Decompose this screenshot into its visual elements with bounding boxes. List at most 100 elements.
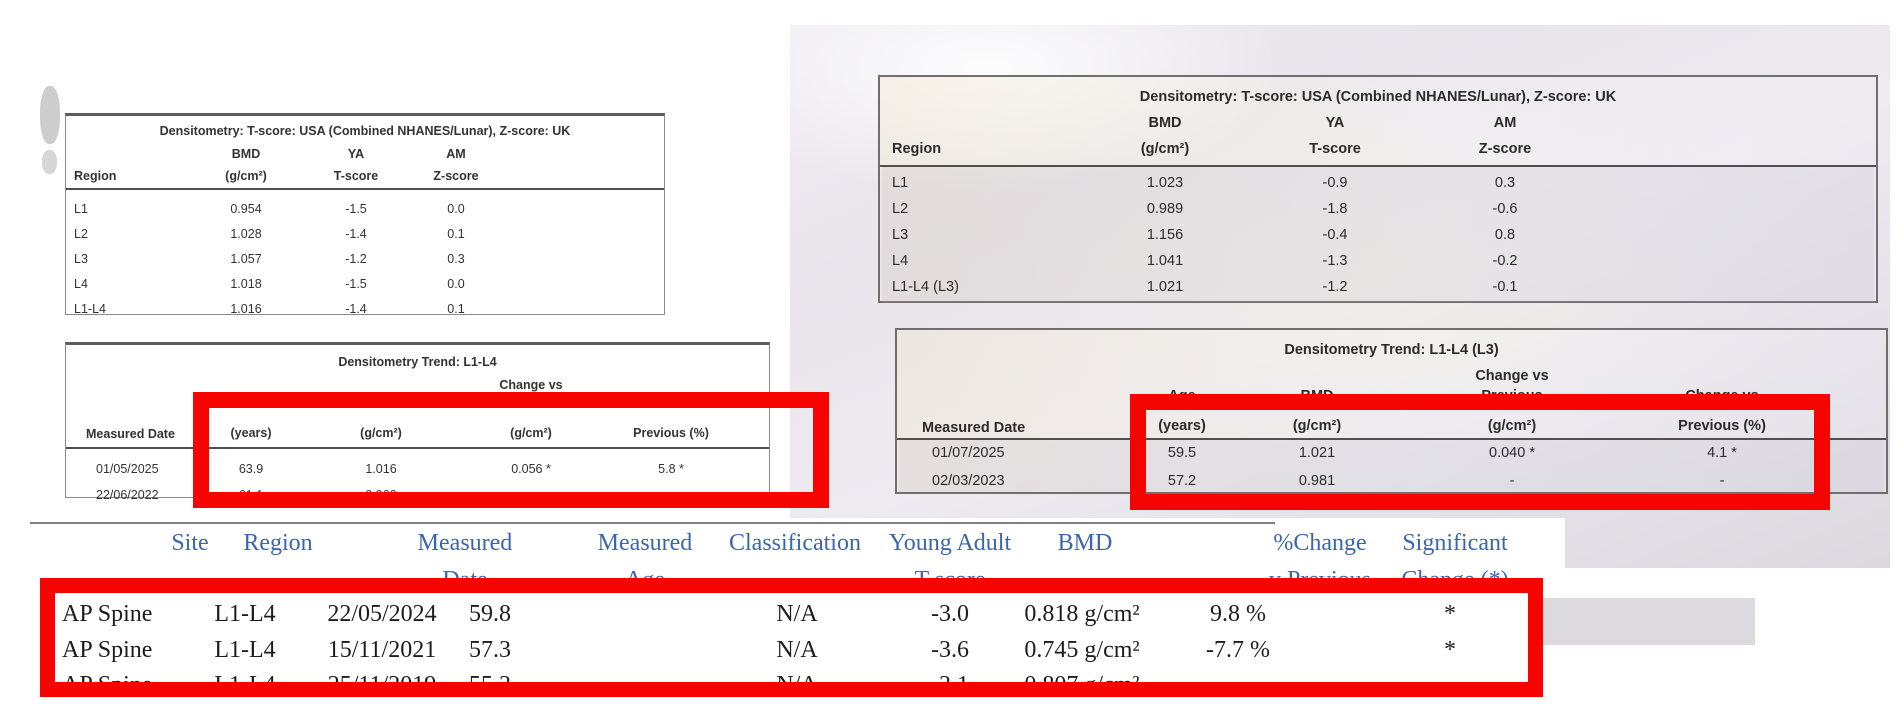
- cell-date: 22/06/2022: [96, 488, 159, 502]
- header-rule: [66, 188, 664, 190]
- table-top-rule: [30, 522, 1275, 524]
- col-header-measured-date: Measured Date: [922, 420, 1026, 436]
- cell-pct-change: 9.8 %: [1210, 601, 1266, 627]
- table-row: L1-L4 1.016 -1.4 0.1: [66, 301, 664, 318]
- spacer: [1590, 141, 1880, 158]
- table-row: 02/03/2023 57.2 0.981 - -: [897, 473, 1886, 490]
- cell-zscore: 0.3: [447, 252, 465, 266]
- col-header-bmd: BMD: [1148, 115, 1182, 131]
- cell-change: 0.040 *: [1489, 445, 1535, 461]
- cell-region: L4: [74, 277, 88, 291]
- photo-edge-strip: [1543, 598, 1755, 645]
- cell-tscore: -0.9: [1322, 175, 1348, 191]
- cell-bmd: 1.018: [230, 277, 262, 291]
- col-header-bmd-unit: (g/cm²): [1140, 141, 1190, 157]
- column-header-row: Region (g/cm²) T-score Z-score: [880, 141, 1876, 158]
- cell-classification: N/A: [776, 637, 818, 663]
- cell-previous: 5.8 *: [658, 462, 684, 476]
- spacer: [516, 301, 666, 318]
- col-header-region: Region: [892, 141, 942, 157]
- col-header-tscore: T-score: [333, 169, 379, 183]
- row-shading: [882, 167, 1874, 302]
- col-header-bmd: BMD: [231, 147, 261, 161]
- cell-significant: *: [1444, 601, 1456, 627]
- paper-edge-smudge: [42, 150, 57, 174]
- col-header-bmd-unit: (g/cm²): [360, 426, 402, 440]
- cell-bmd: 1.021: [1146, 279, 1184, 295]
- col-header-previous: Previous (%): [633, 426, 709, 440]
- cell-previous: -: [1719, 473, 1725, 489]
- col-header-bmd-unit: (g/cm²): [225, 169, 267, 183]
- col-header-site: Site: [171, 530, 209, 556]
- cell-change: -: [1509, 473, 1515, 489]
- cell-zscore: -0.6: [1492, 201, 1518, 217]
- cell-date: 01/07/2025: [932, 445, 1005, 461]
- cell-zscore: -0.1: [1492, 279, 1518, 295]
- highlight-box-right: [1130, 394, 1830, 510]
- cell-bmd: 0.954: [230, 202, 262, 216]
- cell-date: 01/05/2025: [96, 462, 159, 476]
- spacer: [516, 251, 666, 268]
- cell-bmd: 0.989: [1146, 201, 1184, 217]
- cell-tscore: -3.6: [931, 637, 969, 663]
- cell-region: L3: [892, 227, 909, 243]
- right-densitometry-table: Densitometry: T-score: USA (Combined NHA…: [878, 75, 1878, 303]
- col-header-am: AM: [446, 147, 466, 161]
- col-header-measured-date: Measured Date: [86, 427, 175, 441]
- column-header-row: Region (g/cm²) T-score Z-score: [66, 168, 664, 185]
- spacer: [1590, 253, 1880, 270]
- cell-date: 22/05/2024: [327, 601, 437, 627]
- col-header-measured-age: Measured: [597, 530, 693, 556]
- col-header-pct-change: %Change: [1273, 530, 1367, 556]
- cell-region: L2: [74, 227, 88, 241]
- col-header-bmd: BMD: [1057, 530, 1113, 556]
- col-header-zscore: Z-score: [1478, 141, 1532, 157]
- cell-tscore: -1.3: [1322, 253, 1348, 269]
- col-header-bmd-unit: (g/cm²): [1292, 418, 1342, 434]
- table-title: Densitometry: T-score: USA (Combined NHA…: [159, 124, 571, 138]
- col-header-change-unit: (g/cm²): [510, 426, 552, 440]
- spacer: [66, 146, 176, 163]
- col-header-age-unit: (years): [1158, 418, 1206, 434]
- cell-zscore: 0.3: [1494, 175, 1516, 191]
- spacer: [1590, 279, 1880, 296]
- col-header-region: Region: [74, 169, 117, 183]
- cell-region: L2: [892, 201, 909, 217]
- col-header-tscore: T-score: [1309, 141, 1361, 157]
- table-row: L2 1.028 -1.4 0.1: [66, 226, 664, 243]
- cell-tscore: -1.4: [345, 227, 367, 241]
- table-title: Densitometry Trend: L1-L4 (L3): [1284, 342, 1499, 358]
- cell-previous: 4.1 *: [1707, 445, 1737, 461]
- spacer: [516, 146, 666, 163]
- table-row: L3 1.156 -0.4 0.8: [880, 227, 1876, 244]
- cell-zscore: 0.1: [447, 227, 465, 241]
- table-row: L1-L4 (L3) 1.021 -1.2 -0.1: [880, 279, 1876, 296]
- right-trend-table: Densitometry Trend: L1-L4 (L3) Change vs…: [895, 328, 1888, 494]
- col-header-ya: YA: [1325, 115, 1345, 131]
- spacer: [1590, 115, 1880, 132]
- col-header-measured-date: Measured: [417, 530, 513, 556]
- column-header-row: BMD YA AM: [66, 146, 664, 163]
- cell-tscore: -1.2: [1322, 279, 1348, 295]
- table-row: L2 0.989 -1.8 -0.6: [880, 201, 1876, 218]
- cell-tscore: -1.2: [345, 252, 367, 266]
- cell-bmd: 1.057: [230, 252, 262, 266]
- cell-bmd: 1.023: [1146, 175, 1184, 191]
- cell-bmd: 0.981: [1298, 473, 1336, 489]
- cell-date: 15/11/2021: [327, 637, 437, 663]
- col-header-young-adult: Young Adult: [888, 530, 1012, 556]
- spacer: [897, 388, 1122, 405]
- col-header-previous: Previous (%): [1678, 418, 1766, 434]
- cell-region: L1: [892, 175, 909, 191]
- change-vs-label: Change vs: [499, 378, 563, 392]
- header-rule: [897, 438, 1886, 440]
- table-row: 01/07/2025 59.5 1.021 0.040 * 4.1 *: [897, 445, 1886, 462]
- table-row: L4 1.041 -1.3 -0.2: [880, 253, 1876, 270]
- col-header-am: AM: [1493, 115, 1517, 131]
- cell-region: L3: [74, 252, 88, 266]
- table-title: Densitometry: T-score: USA (Combined NHA…: [1139, 89, 1617, 105]
- cell-bmd: 1.028: [230, 227, 262, 241]
- cell-tscore: -3.0: [931, 601, 969, 627]
- cell-bmd: 1.156: [1146, 227, 1184, 243]
- spacer: [1590, 227, 1880, 244]
